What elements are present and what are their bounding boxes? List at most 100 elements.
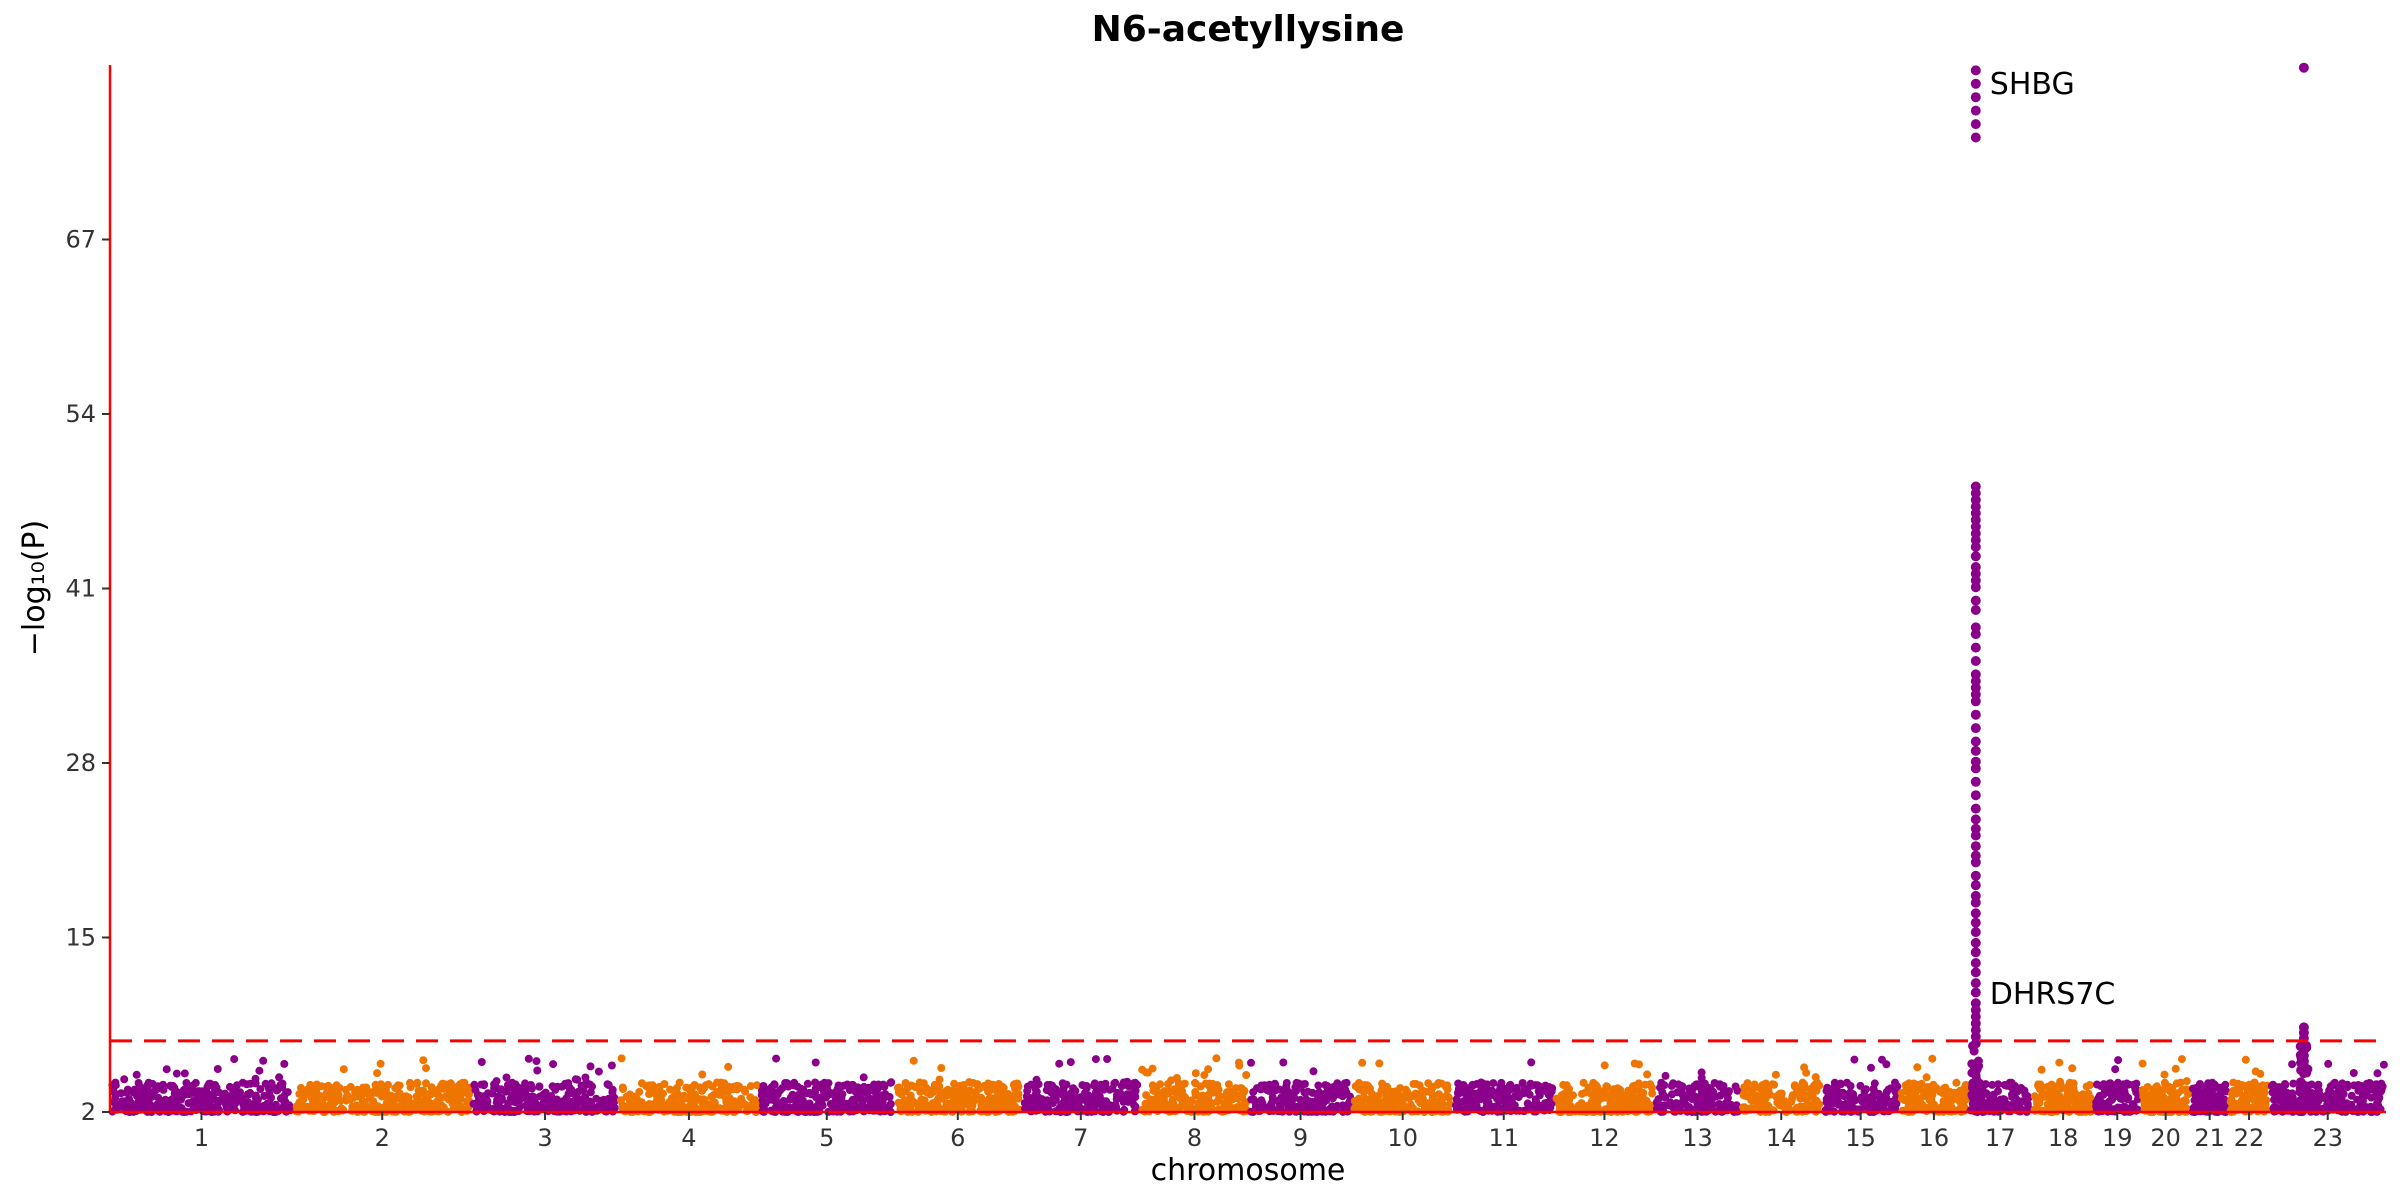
data-point-2092 xyxy=(1275,1095,1284,1104)
data-point-3087 xyxy=(1862,1085,1870,1094)
data-point-4142 xyxy=(2334,1085,2343,1094)
data-point-1955 xyxy=(1193,1091,1201,1100)
gene-label-dhrs7c: DHRS7C xyxy=(1990,977,2116,1012)
data-point-2319 xyxy=(1427,1084,1436,1093)
data-point-1596 xyxy=(948,1097,957,1106)
peak-17-point-58 xyxy=(1970,978,1981,989)
data-point-2836 xyxy=(1684,1090,1693,1099)
data-point-57 xyxy=(213,1065,222,1073)
data-point-1802 xyxy=(1032,1075,1041,1084)
data-point-878 xyxy=(473,1098,482,1107)
data-point-1325 xyxy=(871,1093,880,1102)
x-tick-label-18: 18 xyxy=(2048,1124,2079,1152)
data-point-3107 xyxy=(1842,1099,1850,1108)
data-point-540 xyxy=(445,1088,454,1097)
data-point-1771 xyxy=(1022,1092,1031,1101)
data-point-1951 xyxy=(1186,1098,1195,1107)
data-point-1734 xyxy=(1112,1095,1121,1104)
data-point-609 xyxy=(370,1088,379,1097)
data-point-1405 xyxy=(937,1064,946,1072)
data-point-2968 xyxy=(1776,1089,1785,1098)
peak-17-base-point-38 xyxy=(1973,1082,1982,1092)
data-point-1780 xyxy=(1119,1097,1128,1106)
x-tick-label-2: 2 xyxy=(375,1124,390,1152)
peak-17-point-56 xyxy=(1970,958,1981,968)
data-point-320 xyxy=(159,1080,167,1089)
data-point-1989 xyxy=(1154,1097,1162,1106)
data-point-3587 xyxy=(2104,1097,2113,1106)
chromosome-4-points xyxy=(616,1054,761,1116)
data-point-4127 xyxy=(2309,1104,2318,1112)
data-point-559 xyxy=(422,1064,430,1073)
data-point-305 xyxy=(238,1078,247,1087)
data-point-1947 xyxy=(1237,1084,1246,1093)
data-point-2839 xyxy=(1660,1101,1669,1110)
data-point-2797 xyxy=(1667,1081,1676,1090)
x-tick-label-20: 20 xyxy=(2150,1124,2181,1152)
data-point-884 xyxy=(552,1083,560,1092)
data-point-164 xyxy=(145,1079,154,1088)
data-point-267 xyxy=(191,1078,200,1087)
data-point-2466 xyxy=(1527,1081,1536,1090)
peak-17-point-54 xyxy=(1970,937,1981,948)
data-point-1347 xyxy=(870,1087,879,1096)
data-point-625 xyxy=(305,1104,314,1112)
data-point-2675 xyxy=(1579,1078,1588,1087)
data-point-3443 xyxy=(2069,1084,2078,1093)
data-point-1323 xyxy=(805,1099,814,1108)
data-point-3074 xyxy=(1869,1100,1878,1109)
data-point-1587 xyxy=(994,1082,1003,1091)
peak-23-base-point-36 xyxy=(2301,1091,2311,1100)
data-point-1571 xyxy=(991,1096,999,1105)
data-point-1788 xyxy=(1103,1055,1112,1063)
data-point-3702 xyxy=(2167,1093,2176,1102)
data-point-545 xyxy=(381,1086,390,1095)
peak-17-point-32 xyxy=(1970,709,1981,720)
data-point-1369 xyxy=(787,1094,796,1103)
data-point-1079 xyxy=(724,1062,733,1071)
data-point-1914 xyxy=(1200,1071,1209,1080)
data-point-1362 xyxy=(817,1083,826,1092)
data-point-4062 xyxy=(2280,1087,2289,1096)
data-point-3159 xyxy=(1913,1063,1922,1072)
data-point-581 xyxy=(311,1083,320,1092)
data-point-1137 xyxy=(645,1081,654,1090)
data-point-630 xyxy=(362,1083,371,1092)
data-point-888 xyxy=(607,1061,616,1070)
y-axis-title: −log₁₀(P) xyxy=(17,520,52,656)
data-point-2970 xyxy=(1776,1101,1785,1110)
data-point-276 xyxy=(139,1086,148,1095)
data-point-356 xyxy=(373,1069,382,1078)
data-point-2157 xyxy=(1257,1096,1266,1105)
data-point-1783 xyxy=(1062,1096,1071,1105)
data-point-1006 xyxy=(708,1082,717,1091)
peak-17-point-55 xyxy=(1970,947,1981,958)
data-point-1501 xyxy=(956,1081,965,1090)
data-point-3040 xyxy=(1850,1055,1859,1064)
data-point-3813 xyxy=(2201,1087,2210,1095)
data-point-2240 xyxy=(1402,1090,1411,1099)
data-point-4144 xyxy=(2322,1091,2331,1100)
data-point-460 xyxy=(427,1083,436,1092)
data-point-879 xyxy=(510,1097,519,1106)
data-point-2611 xyxy=(1562,1081,1571,1090)
peak-17-point-25 xyxy=(1970,642,1981,653)
data-point-3580 xyxy=(2105,1079,2114,1088)
data-point-1110 xyxy=(750,1096,759,1105)
data-point-3582 xyxy=(2096,1098,2105,1107)
peak-17-point-31 xyxy=(1970,696,1981,707)
chromosome-13-points xyxy=(1652,1068,1743,1116)
peak-17-point-52 xyxy=(1970,917,1981,928)
data-point-3464 xyxy=(2068,1064,2077,1073)
data-point-3819 xyxy=(2212,1083,2221,1092)
data-point-2190 xyxy=(1444,1093,1453,1102)
data-point-1982 xyxy=(1142,1091,1151,1100)
chromosome-7-points xyxy=(1020,1055,1142,1116)
data-point-1125 xyxy=(673,1089,682,1098)
data-point-2167 xyxy=(1247,1058,1255,1067)
peak-17-point-47 xyxy=(1970,870,1981,881)
data-point-3940 xyxy=(2251,1085,2260,1094)
data-point-2703 xyxy=(1731,1082,1740,1091)
data-point-3227 xyxy=(1923,1083,1932,1091)
data-point-2482 xyxy=(1510,1092,1519,1101)
